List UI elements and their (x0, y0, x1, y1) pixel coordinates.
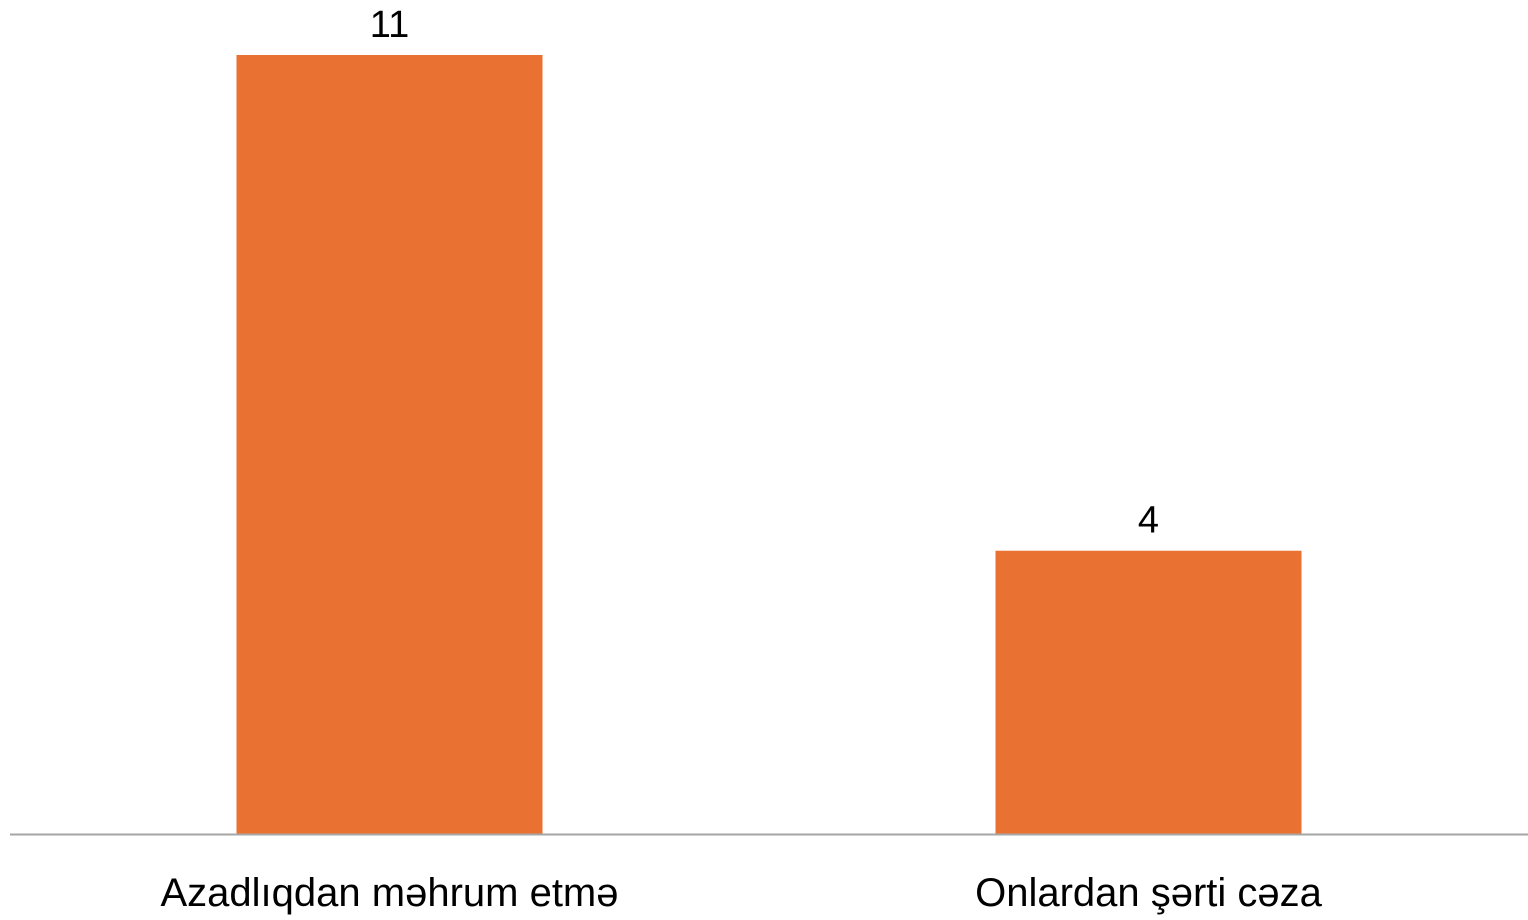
data-label-1: 4 (1138, 500, 1159, 542)
bar-1 (995, 550, 1302, 834)
bar-0 (236, 55, 543, 834)
bars-group (236, 55, 1302, 834)
data-label-0: 11 (370, 4, 409, 46)
category-label-1: Onlardan şərti cəza (975, 871, 1323, 915)
category-label-0: Azadlıqdan məhrum etmə (160, 871, 618, 915)
data-labels-group: 11 4 (370, 4, 1159, 542)
category-labels-group: Azadlıqdan məhrum etmə Onlardan şərti cəz… (160, 871, 1322, 915)
